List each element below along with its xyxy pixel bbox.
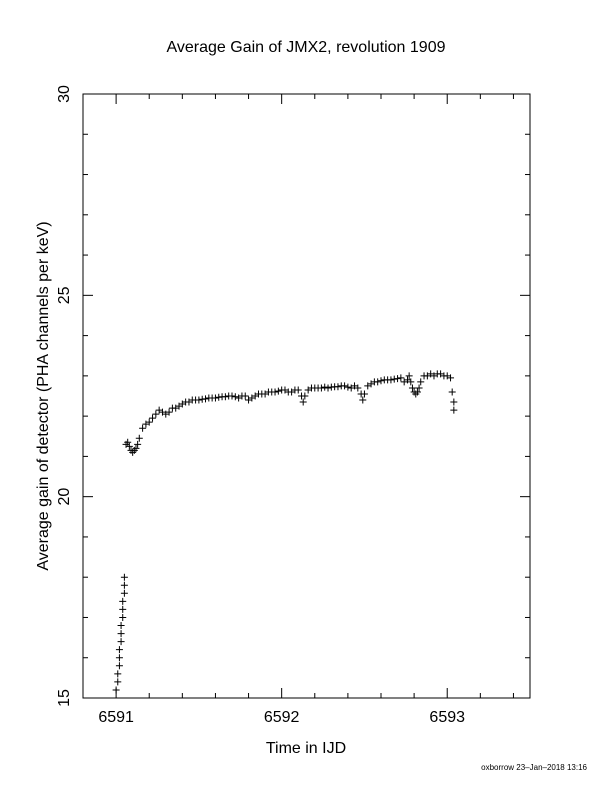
data-point [135, 434, 143, 442]
x-axis-label: Time in IJD [266, 740, 346, 757]
data-point [317, 384, 325, 392]
data-point [115, 646, 123, 654]
chart-title: Average Gain of JMX2, revolution 1909 [167, 39, 446, 56]
data-point [119, 605, 127, 613]
data-point [221, 393, 229, 401]
data-point [394, 375, 402, 383]
footer-stamp: oxborrow 23–Jan–2018 13:16 [481, 763, 587, 772]
data-point [294, 386, 302, 394]
data-point [448, 388, 456, 396]
plot-frame [82, 93, 531, 699]
data-point [447, 374, 455, 382]
data-point [115, 654, 123, 662]
data-point [450, 398, 458, 406]
y-tick-label: 25 [56, 286, 73, 304]
data-point [359, 396, 367, 404]
data-point [202, 395, 210, 403]
data-point [354, 384, 362, 392]
data-point [324, 384, 332, 392]
data-point [397, 374, 405, 382]
data-point [374, 378, 382, 386]
data-point [360, 390, 368, 398]
data-point [117, 638, 125, 646]
data-point [125, 442, 133, 450]
data-point [413, 388, 421, 396]
data-point [114, 670, 122, 678]
axis-ticks: 15 20 25 30 6591 6592 6593 [56, 85, 530, 726]
x-tick-label: 6591 [98, 709, 134, 726]
data-point [120, 581, 128, 589]
data-point [152, 410, 160, 418]
data-point [117, 622, 125, 630]
data-point [387, 376, 395, 384]
data-point [377, 377, 385, 385]
data-point [334, 383, 342, 391]
data-point [119, 613, 127, 621]
data-point [211, 394, 219, 402]
data-point [301, 392, 309, 400]
data-point [117, 630, 125, 638]
data-point [195, 396, 203, 404]
x-tick-label: 6592 [264, 709, 300, 726]
data-point [408, 384, 416, 392]
y-tick-label: 15 [56, 689, 73, 707]
data-point [241, 392, 249, 400]
data-point [415, 384, 423, 392]
data-points [112, 370, 458, 694]
y-tick-label: 30 [56, 85, 73, 103]
data-point [139, 424, 147, 432]
data-point [124, 438, 132, 446]
data-point [271, 388, 279, 396]
data-point [145, 418, 153, 426]
data-point [114, 678, 122, 686]
data-point [299, 398, 307, 406]
data-point [417, 378, 425, 386]
data-point [120, 573, 128, 581]
y-axis-label: Average gain of detector (PHA channels p… [35, 221, 52, 570]
data-point [405, 372, 413, 380]
data-point [450, 406, 458, 414]
data-point [132, 444, 140, 452]
data-point [231, 393, 239, 401]
data-point [165, 408, 173, 416]
data-point [274, 387, 282, 395]
data-point [344, 383, 352, 391]
x-tick-label: 6593 [429, 709, 465, 726]
data-point [341, 382, 349, 390]
data-point [112, 686, 120, 694]
data-point [119, 597, 127, 605]
data-point [120, 589, 128, 597]
data-point [115, 662, 123, 670]
data-point [407, 378, 415, 386]
data-point [321, 383, 329, 391]
data-point [228, 392, 236, 400]
y-tick-label: 20 [56, 488, 73, 506]
data-point [149, 414, 157, 422]
data-point [134, 440, 142, 448]
